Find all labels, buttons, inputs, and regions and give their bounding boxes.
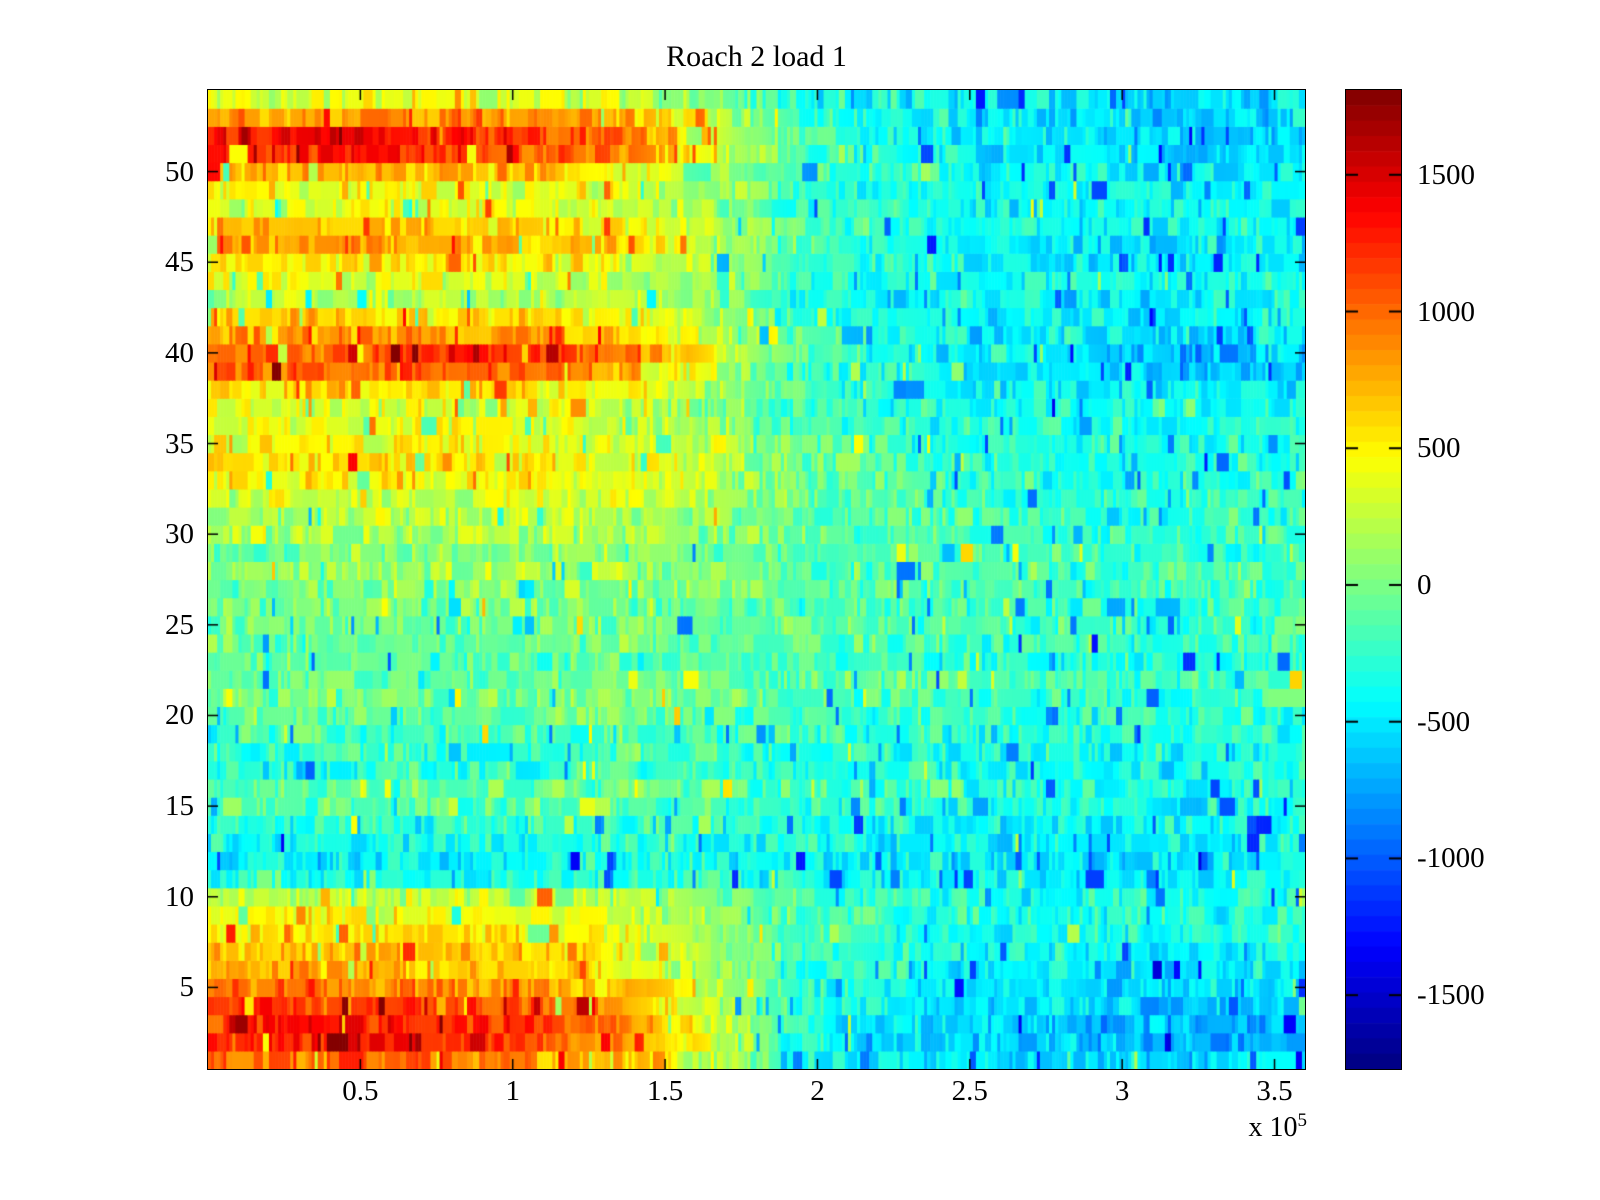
colorbar-canvas: [1345, 89, 1402, 1070]
heatmap-canvas: [207, 89, 1306, 1070]
colorbar-tick-label-1000: 1000: [1417, 295, 1475, 328]
y-tick-label-45: 45: [165, 246, 194, 279]
colorbar-tick-label--500: -500: [1417, 705, 1471, 738]
y-tick-label-25: 25: [165, 608, 194, 641]
colorbar-tick-label-0: 0: [1417, 568, 1432, 601]
x-tick-label-1: 1: [505, 1075, 520, 1107]
y-tick-label-10: 10: [165, 880, 194, 913]
colorbar-tick-label--1500: -1500: [1417, 979, 1485, 1012]
x-tick-label-1.5: 1.5: [646, 1075, 684, 1107]
y-tick-label-5: 5: [179, 971, 195, 1004]
x-tick-label-3: 3: [1114, 1075, 1130, 1107]
y-tick-label-40: 40: [165, 336, 194, 369]
x-axis-exponent-label: x 105: [1107, 1110, 1308, 1144]
x-tick-label-2.5: 2.5: [951, 1075, 988, 1107]
exponent-prefix: x 10: [1248, 1112, 1298, 1143]
y-tick-label-20: 20: [165, 699, 194, 732]
y-tick-label-30: 30: [165, 518, 194, 551]
x-tick-label-2: 2: [810, 1075, 825, 1107]
x-tick-label-0.5: 0.5: [342, 1075, 379, 1107]
colorbar-tick-label--1000: -1000: [1417, 842, 1485, 875]
y-tick-label-15: 15: [165, 790, 194, 823]
colorbar-tick-label-1500: 1500: [1417, 158, 1475, 191]
colorbar-tick-label-500: 500: [1417, 432, 1461, 465]
x-tick-label-3.5: 3.5: [1256, 1075, 1293, 1107]
y-tick-label-35: 35: [165, 427, 194, 460]
exponent-value: 5: [1297, 1110, 1308, 1131]
y-tick-label-50: 50: [165, 155, 194, 188]
chart-title: Roach 2 load 1: [666, 40, 847, 73]
